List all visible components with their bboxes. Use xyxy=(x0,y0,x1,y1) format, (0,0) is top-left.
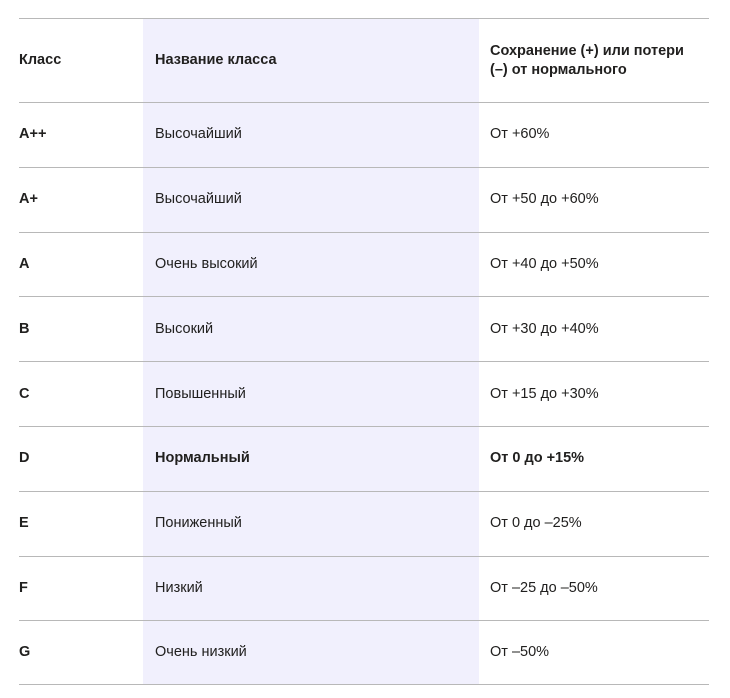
class-name-cell: Нормальный xyxy=(155,450,250,467)
class-cell: D xyxy=(19,450,30,467)
class-name-cell: Очень низкий xyxy=(155,644,247,661)
change-cell: От +50 до +60% xyxy=(490,191,599,208)
change-cell: От –25 до –50% xyxy=(490,579,598,596)
table-row: C Повышенный От +15 до +30% xyxy=(19,361,709,426)
class-name-cell: Повышенный xyxy=(155,385,246,402)
change-cell: От +40 до +50% xyxy=(490,255,599,272)
class-cell: F xyxy=(19,579,28,596)
class-cell: E xyxy=(19,515,29,532)
table-row: F Низкий От –25 до –50% xyxy=(19,555,709,621)
class-name-cell: Пониженный xyxy=(155,515,242,532)
table-row: B Высокий От +30 до +40% xyxy=(19,296,709,361)
change-cell: От –50% xyxy=(490,644,550,661)
header-class-name: Название класса xyxy=(155,52,277,68)
class-name-cell: Высочайший xyxy=(155,126,242,143)
change-cell: От +60% xyxy=(490,126,550,143)
header-class: Класс xyxy=(19,52,62,68)
class-cell: G xyxy=(19,644,31,661)
change-cell: От 0 до +15% xyxy=(490,450,585,467)
class-cell: C xyxy=(19,385,30,402)
table-row: G Очень низкий От –50% xyxy=(19,620,709,686)
table-row-normal: D Нормальный От 0 до +15% xyxy=(19,425,709,491)
highlighted-column-background xyxy=(143,18,479,685)
table-row: A+ Высочайший От +50 до +60% xyxy=(19,166,709,232)
change-cell: От +30 до +40% xyxy=(490,320,599,337)
table-row: A++ Высочайший От +60% xyxy=(19,102,709,167)
class-name-cell: Высокий xyxy=(155,320,214,337)
class-cell: B xyxy=(19,320,30,337)
class-cell: A++ xyxy=(19,126,47,143)
table-row: A Очень высокий От +40 до +50% xyxy=(19,231,709,297)
change-cell: От +15 до +30% xyxy=(490,385,599,402)
table-row: E Пониженный От 0 до –25% xyxy=(19,490,709,556)
class-cell: A+ xyxy=(19,191,38,208)
class-name-cell: Высочайший xyxy=(155,191,242,208)
header-change: Сохранение (+) или потери (–) от нормаль… xyxy=(490,42,684,78)
class-name-cell: Низкий xyxy=(155,579,203,596)
table-header-row: Класс Название класса Сохранение (+) или… xyxy=(19,18,709,102)
class-cell: A xyxy=(19,255,30,272)
energy-class-table: Класс Название класса Сохранение (+) или… xyxy=(19,18,709,686)
class-name-cell: Очень высокий xyxy=(155,255,258,272)
change-cell: От 0 до –25% xyxy=(490,515,582,532)
